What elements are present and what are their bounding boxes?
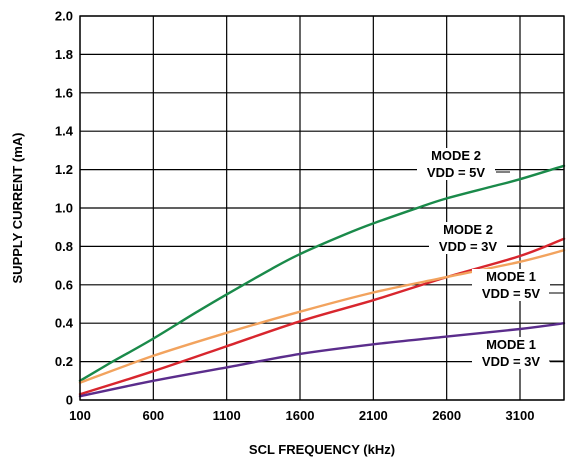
label-background xyxy=(429,222,507,254)
y-tick-label: 0.6 xyxy=(55,277,73,292)
series-label-mode2-3v: MODE 2 VDD = 3V xyxy=(429,222,522,254)
series-label-line2: VDD = 3V xyxy=(439,239,497,254)
series-label-line1: MODE 2 xyxy=(431,148,481,163)
series-group xyxy=(78,164,566,398)
series-label-line1: MODE 1 xyxy=(486,269,536,284)
x-tick-label: 600 xyxy=(142,408,164,423)
y-tick-label: 0.8 xyxy=(55,239,73,254)
label-background xyxy=(472,337,550,369)
y-axis-title: SUPPLY CURRENT (mA) xyxy=(10,133,25,284)
y-tick-label: 1.4 xyxy=(55,124,74,139)
y-tick-label: 1.8 xyxy=(55,47,73,62)
y-tick-label: 0.4 xyxy=(55,316,74,331)
y-tick-label: 0 xyxy=(66,393,73,408)
y-tick-label: 1.6 xyxy=(55,85,73,100)
series-label-line1: MODE 2 xyxy=(443,222,493,237)
series-line-mode2-3v xyxy=(78,237,566,396)
y-tick-label: 2.0 xyxy=(55,9,73,24)
series-label-mode1-5v: MODE 1 VDD = 5V xyxy=(472,269,564,301)
x-tick-label: 3100 xyxy=(506,408,535,423)
series-line-mode1-3v xyxy=(78,322,566,398)
series-label-mode1-3v: MODE 1 VDD = 3V xyxy=(472,337,564,369)
y-tick-label: 0.2 xyxy=(55,354,73,369)
label-background xyxy=(417,148,495,180)
plot-frame xyxy=(79,15,565,401)
x-tick-label: 2600 xyxy=(432,408,461,423)
series-label-line2: VDD = 5V xyxy=(482,286,540,301)
x-tick-label: 1100 xyxy=(213,408,241,423)
series-label-line1: MODE 1 xyxy=(486,337,536,352)
series-label-line2: VDD = 3V xyxy=(482,354,540,369)
x-axis-title: SCL FREQUENCY (kHz) xyxy=(249,442,395,457)
series-label-mode2-5v: MODE 2 VDD = 5V xyxy=(417,148,510,180)
y-tick-label: 1.0 xyxy=(55,201,73,216)
y-tick-label: 1.2 xyxy=(55,162,73,177)
series-line-mode1-5v xyxy=(78,249,566,384)
series-label-line2: VDD = 5V xyxy=(427,165,485,180)
x-tick-label: 2100 xyxy=(359,408,388,423)
series-line-mode2-5v xyxy=(78,164,566,382)
series-labels: MODE 2 VDD = 5V MODE 2 VDD = 3V MODE 1 VDD = … xyxy=(417,148,564,369)
x-tick-label: 100 xyxy=(69,408,91,423)
tick-labels: 100 600 1100 1600 2100 2600 3100 0 0.2 0.4 0.6 0.8 1… xyxy=(55,9,535,424)
label-background xyxy=(472,269,550,301)
x-tick-label: 1600 xyxy=(286,408,315,423)
